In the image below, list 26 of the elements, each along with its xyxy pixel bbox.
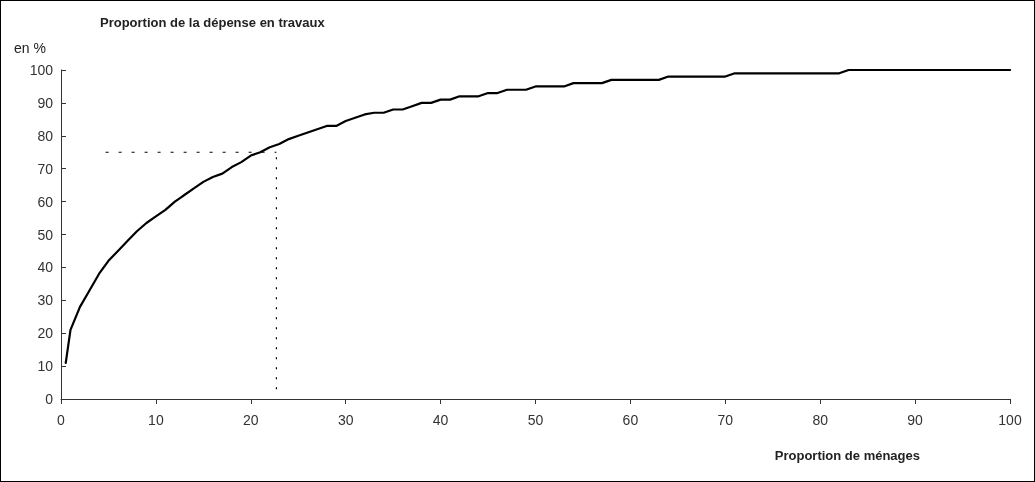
y-tick-label: 20 <box>37 325 54 342</box>
y-tick-label: 0 <box>45 391 54 407</box>
x-tick-label: 90 <box>907 412 924 428</box>
x-tick-label: 20 <box>243 412 259 428</box>
chart-title: Proportion de la dépense en travaux <box>100 15 326 30</box>
x-tick-label: 100 <box>998 412 1022 428</box>
y-tick-label: 90 <box>37 94 54 111</box>
x-tick-label: 0 <box>57 412 66 428</box>
x-tick-label: 40 <box>432 412 449 428</box>
y-tick-label: 10 <box>37 358 54 375</box>
y-tick-label: 40 <box>37 259 54 276</box>
y-tick-label: 50 <box>37 226 54 243</box>
y-tick-label: 100 <box>29 62 54 78</box>
y-tick-label: 80 <box>37 127 54 144</box>
x-tick-label: 10 <box>148 412 164 428</box>
x-tick-label: 70 <box>717 412 734 428</box>
y-tick-label: 30 <box>37 292 54 309</box>
x-tick-label: 80 <box>812 412 829 428</box>
x-tick-label: 60 <box>622 412 639 428</box>
x-tick-label: 30 <box>337 412 354 428</box>
y-axis-title: en % <box>14 40 46 56</box>
y-tick-label: 60 <box>37 193 54 210</box>
x-axis-title: Proportion de ménages <box>774 448 920 463</box>
y-tick-label: 70 <box>37 160 54 177</box>
x-tick-label: 50 <box>527 412 544 428</box>
line-series <box>64 68 1012 364</box>
